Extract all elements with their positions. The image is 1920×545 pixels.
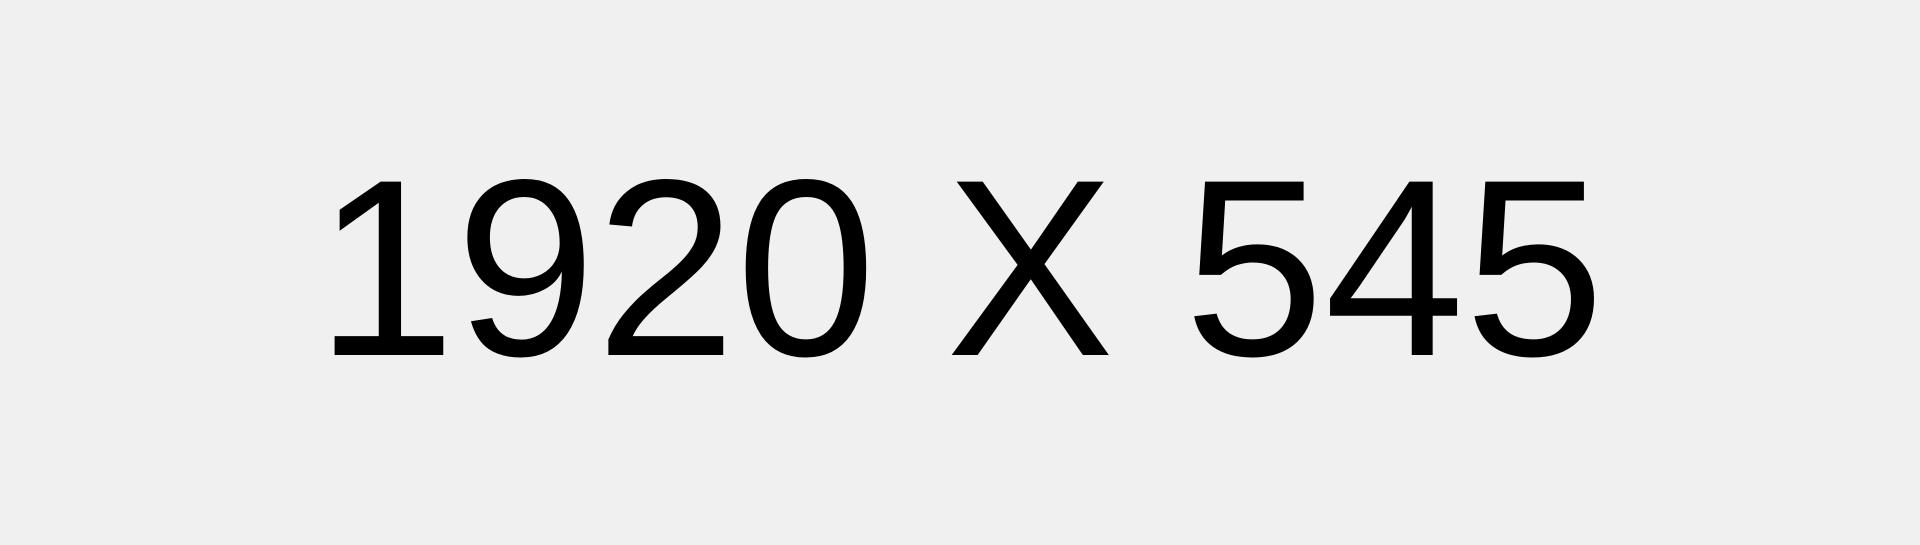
dimension-label: 1920 X 545 xyxy=(315,127,1605,409)
